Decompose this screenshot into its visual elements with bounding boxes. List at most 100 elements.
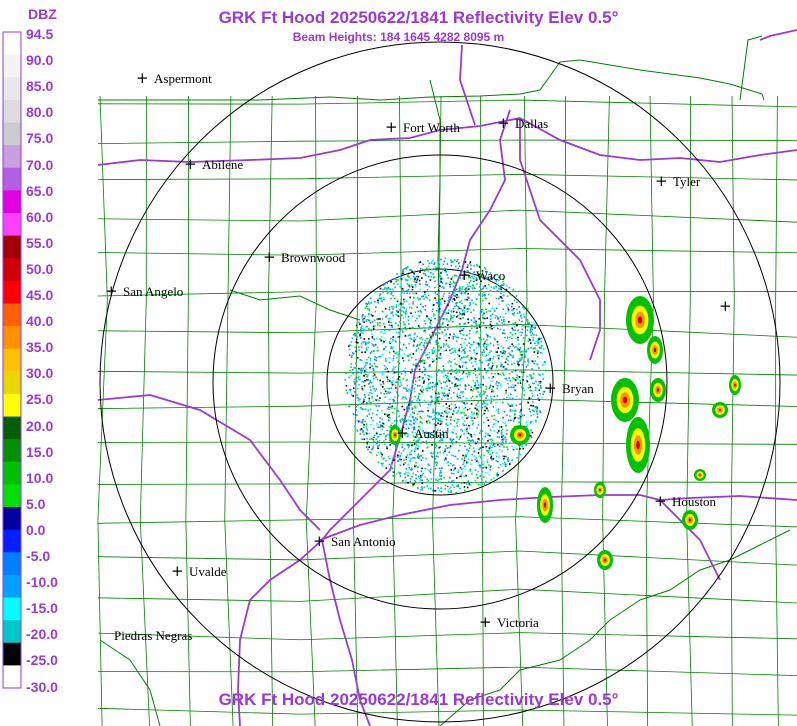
echo-pixel (380, 383, 382, 386)
echo-pixel (518, 360, 520, 363)
echo-pixel (361, 371, 364, 373)
echo-pixel (432, 273, 434, 275)
echo-pixel (475, 363, 478, 366)
echo-pixel (423, 330, 425, 332)
echo-pixel (482, 393, 485, 395)
echo-pixel (384, 326, 386, 328)
echo-pixel (450, 491, 452, 494)
echo-pixel (531, 409, 534, 411)
echo-pixel (385, 360, 387, 362)
echo-pixel (453, 298, 455, 300)
echo-pixel (384, 368, 386, 371)
echo-pixel (415, 292, 418, 295)
echo-pixel (443, 395, 445, 397)
echo-pixel (403, 267, 406, 270)
echo-pixel (458, 396, 460, 399)
echo-pixel (371, 343, 373, 345)
echo-pixel (395, 371, 398, 373)
echo-pixel (445, 380, 448, 382)
echo-pixel (483, 454, 485, 457)
echo-pixel (421, 371, 423, 374)
echo-pixel (422, 441, 424, 443)
echo-pixel (434, 431, 437, 434)
echo-pixel (505, 377, 508, 380)
echo-pixel (500, 430, 503, 432)
echo-pixel (469, 470, 472, 472)
echo-pixel (541, 352, 543, 354)
echo-pixel (424, 309, 426, 311)
echo-pixel (479, 284, 482, 286)
echo-pixel (453, 292, 456, 294)
echo-pixel (346, 392, 349, 394)
echo-pixel (390, 297, 392, 300)
city-brownwood: + Brownwood (263, 248, 345, 266)
echo-pixel (425, 440, 428, 443)
echo-pixel (516, 323, 518, 326)
echo-pixel (469, 415, 471, 418)
city-marker-icon: + (497, 114, 510, 132)
echo-pixel (446, 263, 449, 265)
echo-pixel (413, 419, 416, 421)
echo-pixel (449, 370, 452, 372)
echo-pixel (441, 412, 444, 414)
legend-label: 90.0 (26, 52, 54, 69)
echo-pixel (453, 419, 455, 422)
echo-pixel (517, 364, 520, 367)
echo-pixel (409, 337, 412, 340)
echo-pixel (458, 287, 461, 290)
echo-pixel (450, 490, 452, 492)
echo-pixel (521, 375, 524, 378)
echo-pixel (394, 420, 396, 422)
echo-pixel (387, 456, 390, 458)
echo-pixel (413, 388, 416, 390)
echo-pixel (392, 368, 395, 370)
echo-pixel (443, 300, 446, 302)
echo-pixel (409, 413, 412, 416)
echo-pixel (436, 412, 438, 414)
echo-pixel (361, 359, 363, 362)
echo-pixel (495, 297, 498, 300)
echo-pixel (371, 396, 373, 399)
echo-pixel (419, 303, 422, 306)
legend-label: 35.0 (26, 339, 54, 356)
echo-pixel (523, 308, 525, 310)
echo-pixel (529, 386, 532, 388)
echo-pixel (444, 410, 446, 413)
echo-pixel (428, 481, 430, 483)
echo-pixel (441, 371, 443, 374)
echo-pixel (440, 332, 443, 335)
echo-pixel (452, 432, 454, 434)
echo-pixel (485, 326, 488, 329)
echo-pixel (418, 368, 421, 371)
beam-heights: Beam Heights: 184 1645 4282 8095 m (292, 30, 505, 44)
echo-pixel (465, 372, 468, 375)
echo-pixel (400, 294, 402, 296)
echo-pixel (427, 387, 429, 390)
echo-pixel (518, 376, 521, 378)
echo-pixel (408, 416, 411, 418)
echo-pixel (437, 289, 440, 292)
echo-pixel (353, 334, 355, 336)
echo-pixel (459, 487, 461, 490)
echo-pixel (473, 319, 476, 321)
echo-pixel (459, 286, 461, 288)
legend-label: 15.0 (26, 443, 54, 460)
echo-pixel (400, 421, 402, 423)
echo-pixel (440, 490, 443, 493)
echo-pixel (445, 342, 448, 345)
echo-pixel (470, 403, 473, 405)
echo-pixel (445, 418, 448, 421)
echo-pixel (491, 440, 493, 443)
echo-pixel (522, 306, 524, 308)
echo-pixel (437, 321, 439, 323)
echo-pixel (443, 344, 445, 347)
echo-pixel (463, 412, 465, 414)
echo-pixel (432, 347, 435, 349)
echo-pixel (467, 322, 470, 324)
echo-pixel (364, 420, 366, 422)
echo-pixel (398, 458, 401, 461)
echo-pixel (445, 311, 448, 314)
echo-pixel (481, 403, 484, 405)
echo-pixel (480, 338, 483, 341)
echo-pixel (396, 273, 398, 275)
